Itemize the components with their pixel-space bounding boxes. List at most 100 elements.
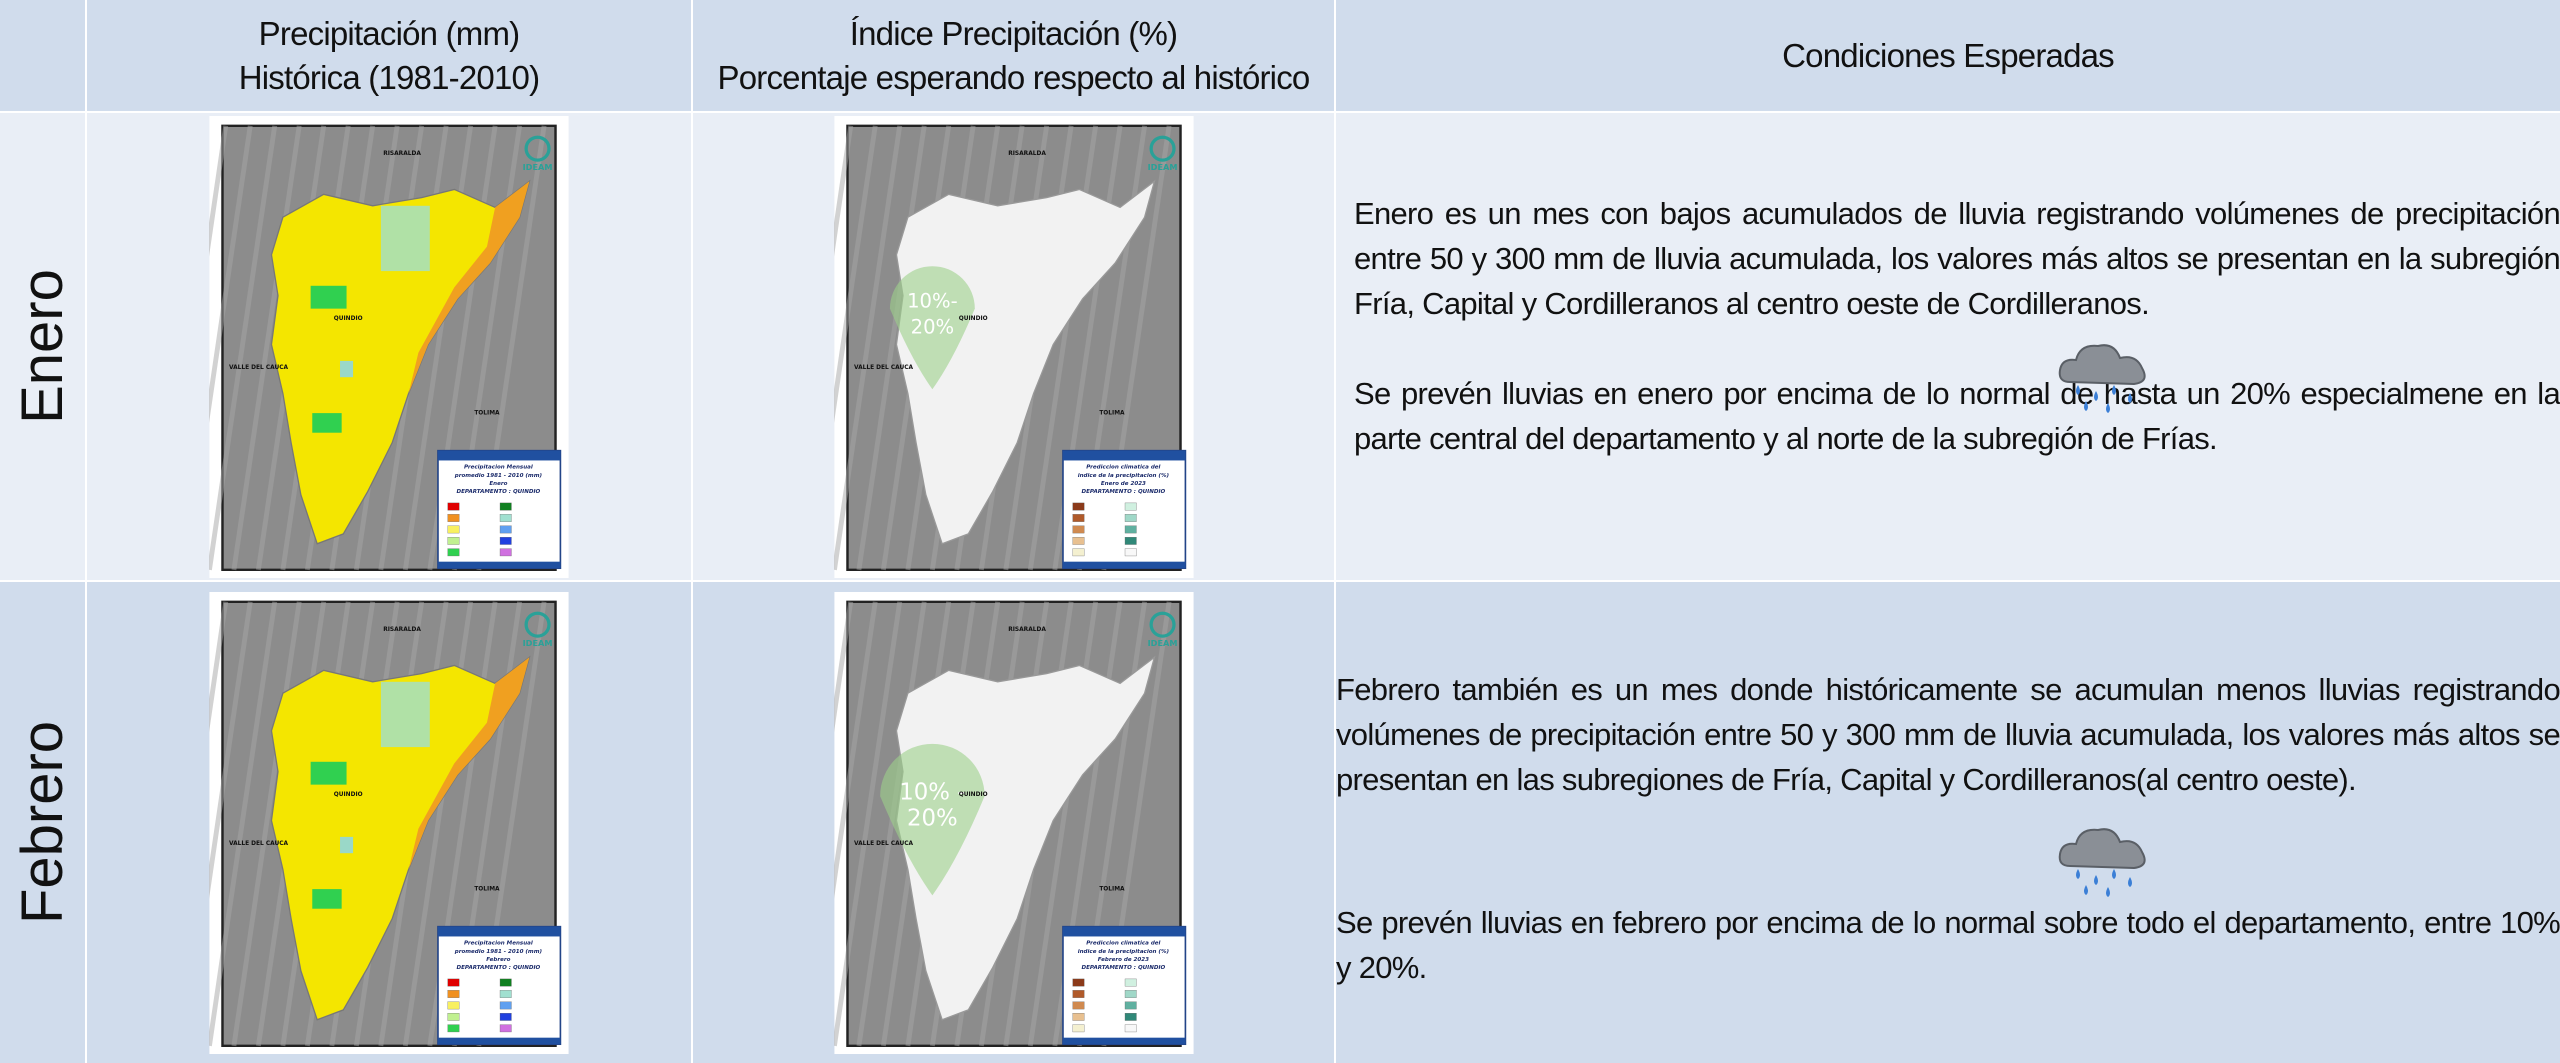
map-label: TOLIMA [474, 410, 500, 416]
header-cell: Precipitación (mm) Histórica (1981-2010) [87, 0, 691, 111]
rain-drop [2084, 401, 2088, 411]
header-cell: Condiciones Esperadas [1336, 0, 2560, 111]
text-block: Enero es un mes con bajos acumulados de … [1354, 191, 2560, 461]
zone-green [312, 888, 342, 909]
map-label: QUINDIO [334, 792, 363, 798]
legend-swatch [1072, 978, 1084, 986]
legend-footer [437, 561, 561, 568]
legend-banner [1062, 450, 1185, 460]
map-label: RISARALDA [383, 151, 421, 157]
header-line: Precipitación (mm) [258, 14, 520, 52]
legend-title: promedio 1981 - 2010 (mm) [454, 472, 543, 478]
legend-footer [437, 1037, 561, 1044]
zone-orange [408, 656, 530, 870]
map-label: TOLIMA [1099, 410, 1125, 416]
text-block: Febrero también es un mes donde históric… [1336, 667, 2560, 990]
legend-swatch [447, 1001, 460, 1009]
month-label: Enero [10, 269, 75, 424]
legend-title: DEPARTAMENTO : QUINDIO [457, 489, 541, 495]
rain-drop [2084, 885, 2088, 895]
legend-title: indice de la precipitacion (%) [1077, 948, 1169, 954]
map: 10% -20% RISARALDA QUINDIO VALLE DEL CAUCA T… [833, 591, 1194, 1054]
map-label: VALLE DEL CAUCA [854, 365, 914, 371]
legend-swatch [447, 978, 460, 986]
terrain-ridge [855, 600, 927, 1046]
map-label: RISARALDA [1008, 627, 1046, 633]
weather-icon [2058, 828, 2146, 897]
legend-swatch [447, 547, 460, 556]
legend-swatch [1072, 502, 1084, 510]
paragraph: Enero es un mes con bajos acumulados de … [1354, 196, 2560, 321]
month-cell: Febrero [0, 582, 85, 1063]
terrain-ridge [833, 124, 902, 570]
legend-title: DEPARTAMENTO : QUINDIO [1081, 489, 1165, 495]
legend-swatch [447, 525, 460, 533]
rain-drop [2106, 403, 2110, 413]
legend-swatch [1124, 978, 1137, 986]
annotation: 20% [906, 805, 957, 831]
legend-swatch [1124, 547, 1137, 556]
terrain-ridge [209, 124, 229, 257]
map: RISARALDA QUINDIO VALLE DEL CAUCA TOLIMA IDE… [209, 115, 569, 578]
map: RISARALDA QUINDIO VALLE DEL CAUCA TOLIMA IDE… [209, 591, 569, 1054]
department [270, 655, 531, 1021]
legend-swatch [1072, 1012, 1084, 1021]
zone-green [380, 681, 430, 747]
map-label: TOLIMA [1099, 886, 1125, 892]
rain-drop [2094, 875, 2098, 885]
paragraph: Se prevén lluvias en enero por encima de… [1354, 376, 2560, 456]
legend-swatch [1124, 513, 1137, 522]
text-cell: Febrero también es un mes donde históric… [1336, 582, 2560, 1063]
legend-title: DEPARTAMENTO : QUINDIO [457, 965, 541, 971]
legend-banner [437, 926, 561, 936]
terrain-ridge [833, 600, 853, 733]
map-cell: 10%- 20% RISARALDA QUINDIO VALLE DEL CAUCA TO… [693, 113, 1334, 580]
legend-title: Febrero de 2023 [1097, 956, 1148, 962]
legend-swatch [499, 978, 512, 986]
spacer [1336, 802, 2560, 900]
terrain-ridge [833, 124, 878, 423]
header-line: Índice Precipitación (%) [849, 14, 1178, 52]
legend-swatch [447, 536, 460, 545]
header-line: Histórica (1981-2010) [238, 58, 540, 96]
zone-green [310, 761, 347, 785]
zone-green [380, 205, 430, 271]
legend-swatch [447, 1012, 460, 1021]
terrain-ridge [231, 124, 302, 570]
zone-green [340, 836, 354, 853]
map-label: TOLIMA [474, 886, 500, 892]
rain-drop [2076, 385, 2080, 395]
map-cell: 10% -20% RISARALDA QUINDIO VALLE DEL CAUCA T… [693, 582, 1334, 1063]
legend-title: Enero de 2023 [1100, 480, 1145, 486]
legend-title: Prediccion climatica del [1086, 464, 1160, 470]
rain-drop [2106, 887, 2110, 897]
annotation: 10% - [899, 779, 965, 805]
map-cell: RISARALDA QUINDIO VALLE DEL CAUCA TOLIMA IDE… [87, 582, 691, 1063]
rain-drop [2112, 385, 2116, 395]
map-label: IDEAM [523, 161, 553, 171]
legend-swatch [499, 502, 512, 510]
legend-title: DEPARTAMENTO : QUINDIO [1081, 965, 1165, 971]
annotation: 20% [910, 315, 954, 338]
zone-green [310, 285, 347, 309]
month-cell: Enero [0, 113, 85, 580]
legend-swatch [1072, 989, 1084, 998]
weather-icon [2058, 344, 2146, 413]
legend-swatch [1072, 513, 1084, 522]
ideam-logo [1148, 611, 1176, 638]
legend-title: Prediccion climatica del [1086, 940, 1160, 946]
map-label: RISARALDA [383, 627, 421, 633]
cloud [2058, 344, 2146, 386]
header-corner [0, 0, 85, 111]
terrain-ridge [209, 124, 278, 570]
legend-swatch [499, 525, 512, 533]
legend-banner [437, 450, 561, 460]
legend-swatch [499, 989, 512, 998]
legend-swatch [1124, 536, 1137, 545]
terrain-ridge [833, 600, 878, 899]
month-label: Febrero [10, 720, 75, 925]
map-label: QUINDIO [958, 792, 987, 798]
rain-drop [2094, 391, 2098, 401]
legend-swatch [499, 513, 512, 522]
